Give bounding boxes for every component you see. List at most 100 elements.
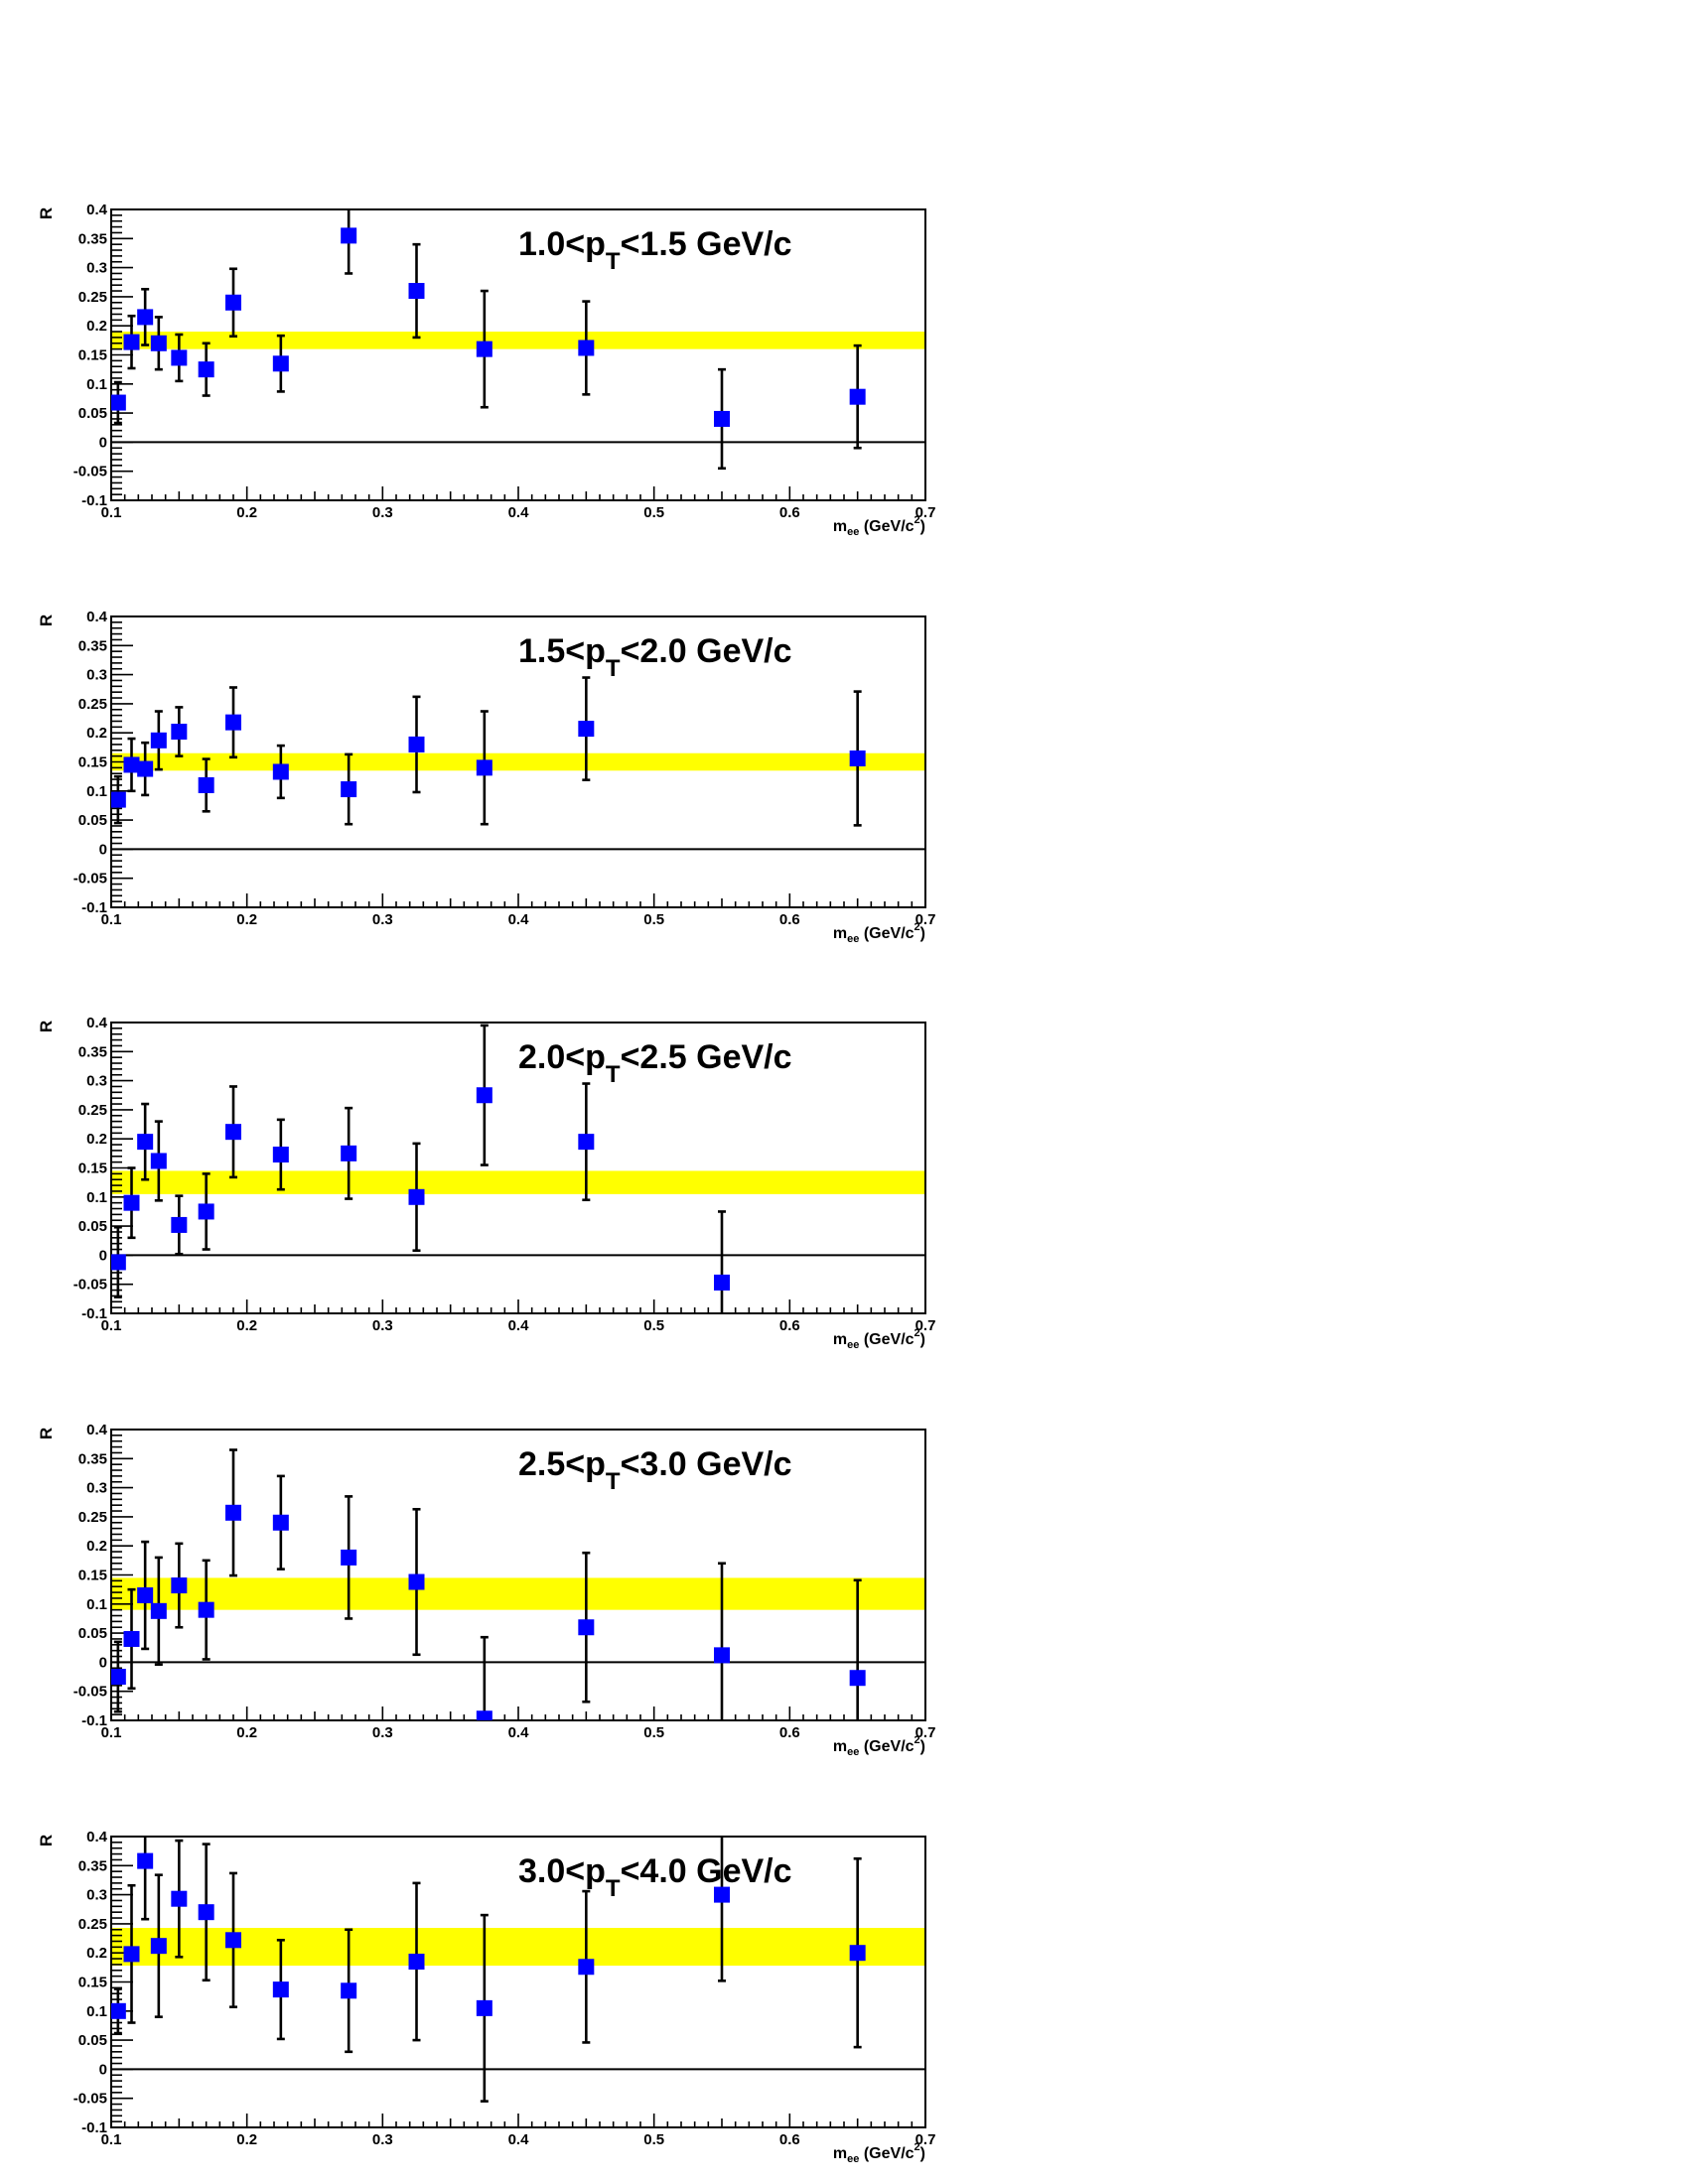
data-point [849,750,866,766]
y-tick-label: 0.15 [78,347,107,364]
data-point [150,1938,167,1955]
y-tick-label: -0.1 [81,1712,107,1729]
data-point [137,1134,154,1151]
x-tick-label: 0.3 [372,504,393,521]
x-tick-label: 0.5 [643,911,664,928]
y-tick-label: 0.35 [78,1450,107,1467]
x-axis-label-end: ) [920,1738,925,1755]
x-tick-label: 0.4 [508,1317,530,1334]
x-tick-label: 0.1 [101,911,122,928]
x-tick-label: 0.5 [643,504,664,521]
data-point [198,776,214,793]
data-point [137,1852,154,1869]
panel-title-sub: T [606,1468,621,1495]
systematic-band [111,332,925,349]
x-axis-label-sup: 2 [914,921,920,933]
x-axis-label: mee (GeV/c2) [833,1734,925,1758]
x-tick-label: 0.6 [779,1724,800,1741]
x-axis-label-end: ) [920,2145,925,2162]
data-point [171,1216,188,1233]
panel-title-suffix: <2.5 GeV/c [621,1038,792,1076]
data-point [476,1999,492,2016]
x-tick-label: 0.7 [915,2131,936,2148]
x-tick-label: 0.1 [101,1317,122,1334]
x-tick-label: 0.7 [915,504,936,521]
systematic-band [111,1577,925,1610]
x-axis-label-sup: 2 [914,1734,920,1746]
data-point [272,1514,289,1531]
data-point [111,394,126,411]
y-tick-label: -0.1 [81,1305,107,1322]
x-tick-label: 0.5 [643,1317,664,1334]
data-point [849,1945,866,1962]
data-point [849,1670,866,1687]
y-tick-label: -0.1 [81,899,107,916]
x-tick-label: 0.6 [779,911,800,928]
x-tick-label: 0.2 [236,911,257,928]
data-point [341,1982,357,1999]
data-point [341,781,357,798]
x-axis-label-sub: ee [847,2153,859,2165]
y-tick-label: -0.1 [81,2119,107,2136]
data-point [714,410,730,427]
y-axis-label: R [37,614,56,626]
y-tick-label: 0 [99,841,107,858]
x-tick-label: 0.1 [101,2131,122,2148]
x-tick-label: 0.1 [101,504,122,521]
plot-frame [110,615,926,908]
x-tick-label: 0.4 [508,2131,530,2148]
data-point [341,1549,357,1566]
y-tick-label: 0.1 [86,1596,107,1613]
panel-title: 2.0<pT<2.5 GeV/c [518,1038,792,1088]
data-point [137,760,154,777]
data-point [171,724,188,741]
data-point [408,1188,425,1205]
data-point [714,1886,730,1903]
y-tick-label: 0.25 [78,1509,107,1526]
data-point [123,1194,140,1211]
x-tick-label: 0.5 [643,1724,664,1741]
plot-frame [110,208,926,501]
x-axis-label-main: m [833,518,847,535]
panel-title-suffix: <4.0 GeV/c [621,1852,792,1890]
y-tick-label: 0.05 [78,1218,107,1235]
data-point [111,1254,126,1271]
x-tick-label: 0.6 [779,1317,800,1334]
y-tick-label: -0.05 [73,1684,107,1701]
panel-title-sub: T [606,1875,621,1902]
x-axis-label-sup: 2 [914,2141,920,2153]
x-axis-label-sub: ee [847,1339,859,1351]
x-axis-label: mee (GeV/c2) [833,1327,925,1351]
panel-title-suffix: <2.0 GeV/c [621,632,792,670]
data-series [111,209,866,471]
y-axis-label: R [37,1021,56,1032]
x-tick-label: 0.3 [372,2131,393,2148]
x-axis-label: mee (GeV/c2) [833,921,925,945]
data-point [578,340,595,356]
x-axis-label-main: m [833,925,847,942]
systematic-band [111,1170,925,1194]
y-tick-label: -0.1 [81,492,107,509]
panel-title-sub: T [606,248,621,275]
x-axis-label-unit: (GeV/c [859,2145,914,2162]
y-tick-label: 0.05 [78,812,107,829]
panel-title-prefix: 3.0<p [518,1852,606,1890]
x-tick-label: 0.2 [236,504,257,521]
panel-title-prefix: 2.0<p [518,1038,606,1076]
panel-title-prefix: 2.5<p [518,1445,606,1483]
x-tick-label: 0.6 [779,2131,800,2148]
panel-title: 1.0<pT<1.5 GeV/c [518,225,792,275]
x-tick-label: 0.3 [372,1317,393,1334]
data-point [476,1710,492,1720]
y-tick-label: 0.2 [86,1131,107,1148]
data-point [408,1953,425,1970]
x-axis-label-unit: (GeV/c [859,1331,914,1348]
y-tick-label: 0.35 [78,1043,107,1060]
data-point [198,1203,214,1220]
data-point [578,721,595,738]
y-tick-label: 0.4 [86,1829,108,1845]
x-axis-label-unit: (GeV/c [859,518,914,535]
y-axis-label: R [37,207,56,219]
panel-1: -0.1 -0.05 0 0.05 0.1 0.15 0.2 0.25 0.3 0.35 0.4 0.… [37,202,936,538]
